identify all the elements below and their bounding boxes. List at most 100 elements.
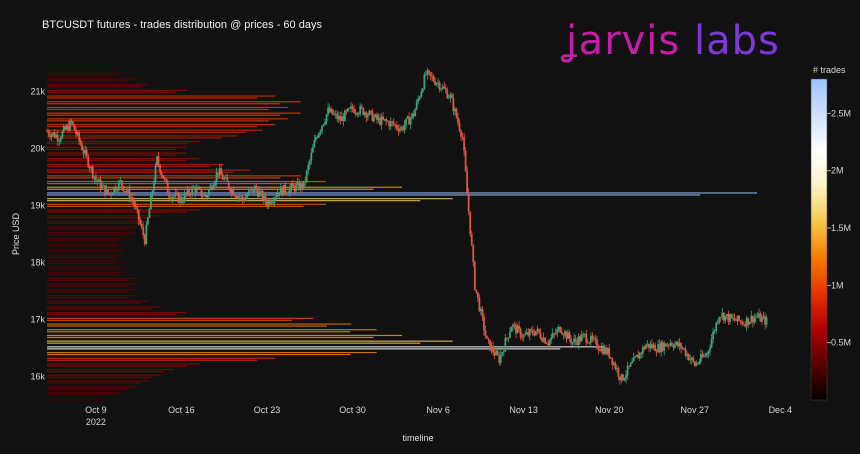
candle-body xyxy=(139,220,142,225)
distribution-bar xyxy=(47,277,136,280)
candle-body xyxy=(579,336,582,342)
candle-body xyxy=(185,193,187,195)
candle-body xyxy=(113,186,116,194)
candle-body xyxy=(347,108,349,112)
candle-body xyxy=(171,196,174,200)
candle-body xyxy=(660,342,663,353)
distribution-bar xyxy=(47,141,200,143)
candle-body xyxy=(359,106,362,114)
candle-body xyxy=(356,112,359,115)
candle-body xyxy=(637,354,640,359)
distribution-bar xyxy=(47,68,106,71)
candle-body xyxy=(611,357,614,365)
candle-body xyxy=(117,181,120,191)
distribution-bar xyxy=(47,84,149,86)
distribution-bar xyxy=(47,340,453,342)
candle-body xyxy=(732,317,734,319)
distribution-bar xyxy=(47,249,124,251)
candle-body xyxy=(696,363,699,365)
candle-body xyxy=(345,110,348,112)
candle-body xyxy=(596,339,598,349)
distribution-bar xyxy=(47,118,288,120)
candle-body xyxy=(136,206,139,210)
candle-body xyxy=(455,108,458,118)
candle-body xyxy=(441,86,444,89)
candle-body xyxy=(324,121,326,125)
candle-body xyxy=(131,197,134,201)
candle-body xyxy=(238,196,241,198)
distribution-bar xyxy=(47,285,129,287)
candle-body xyxy=(649,344,652,349)
x-tick-label: Nov 27 xyxy=(681,405,710,415)
candle-body xyxy=(426,70,429,75)
candle-body xyxy=(209,185,212,190)
distribution-bar xyxy=(47,209,200,211)
candle-body xyxy=(98,179,100,182)
distribution-bar xyxy=(47,266,124,268)
candle-body xyxy=(182,201,184,203)
y-axis-label: Price USD xyxy=(11,213,21,256)
y-axis: 16k 17k 18k 19k 20k 21k xyxy=(30,86,45,381)
candle-body xyxy=(166,181,169,193)
candle-body xyxy=(715,322,718,331)
candle-body xyxy=(227,182,230,189)
candle-body xyxy=(695,363,698,366)
candle-body xyxy=(363,112,366,115)
candle-body xyxy=(452,98,455,112)
candle-body xyxy=(565,331,568,339)
distribution-bar xyxy=(47,257,117,259)
candle-body xyxy=(759,313,762,322)
distribution-bar xyxy=(47,220,149,223)
candle-body xyxy=(284,184,287,193)
candle-body xyxy=(55,134,58,138)
candle-body xyxy=(553,333,556,335)
distribution-bar xyxy=(47,89,187,91)
candle-body xyxy=(431,75,433,77)
candle-body xyxy=(476,292,479,298)
candle-body xyxy=(96,180,99,182)
distribution-bar xyxy=(47,255,124,257)
candle-body xyxy=(602,347,605,355)
candle-body xyxy=(741,321,744,325)
distribution-bar xyxy=(47,329,377,331)
candle-body xyxy=(498,354,501,363)
candle-body xyxy=(507,337,510,339)
candle-body xyxy=(322,124,325,126)
distribution-bar xyxy=(47,163,225,166)
candle-body xyxy=(609,357,612,358)
candle-body xyxy=(386,121,389,122)
candle-body xyxy=(374,114,377,117)
distribution-bar xyxy=(47,359,257,361)
distribution-bar xyxy=(47,200,421,202)
x-tick-label: Nov 20 xyxy=(595,405,624,415)
distribution-bar xyxy=(47,371,164,373)
distribution-bar xyxy=(47,386,136,388)
distribution-bar xyxy=(47,222,141,225)
distribution-bar xyxy=(47,300,149,302)
candle-body xyxy=(513,324,516,326)
distribution-bar xyxy=(47,165,211,168)
candle-body xyxy=(102,185,105,186)
candle-body xyxy=(466,170,469,193)
distribution-bar xyxy=(47,74,117,76)
candle-body xyxy=(311,147,314,153)
candle-body xyxy=(438,82,441,90)
distribution-bar xyxy=(47,211,187,213)
candle-body xyxy=(614,362,617,369)
candle-body xyxy=(625,375,627,379)
candle-body xyxy=(295,184,297,192)
candle-body xyxy=(483,316,485,331)
candle-body xyxy=(461,136,464,138)
candle-body xyxy=(333,114,336,115)
candle-body xyxy=(87,155,90,167)
candle-body xyxy=(340,116,343,121)
candle-body xyxy=(458,122,461,131)
colorbar-tick-label: 1M xyxy=(831,280,844,290)
y-tick-label: 21k xyxy=(30,86,45,96)
candle-body xyxy=(360,106,363,108)
candle-body xyxy=(603,347,606,355)
candle-body xyxy=(327,107,330,115)
y-tick-label: 16k xyxy=(30,371,45,381)
candle-body xyxy=(706,353,708,356)
candle-body xyxy=(493,352,496,356)
